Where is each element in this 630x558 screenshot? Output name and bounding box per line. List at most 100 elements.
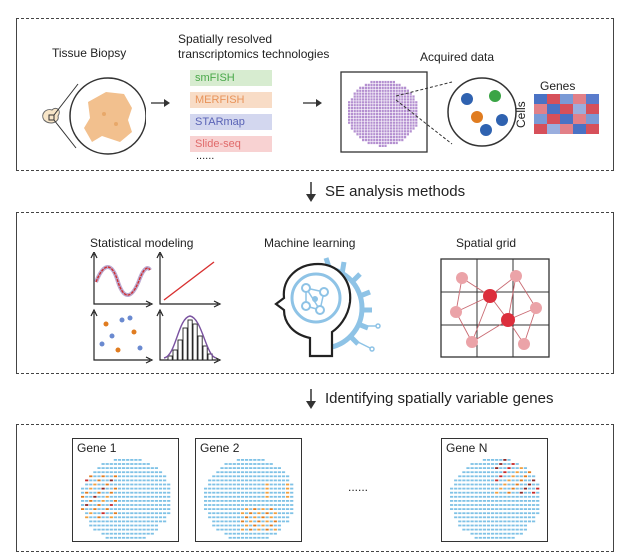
- gene-spot: [216, 479, 220, 482]
- tissue-spot: [415, 124, 418, 127]
- tissue-spot: [395, 127, 398, 130]
- gene-spot: [499, 495, 503, 498]
- gene-spot: [482, 479, 486, 482]
- gene-spot: [478, 475, 482, 478]
- gene-spot: [240, 508, 245, 510]
- tissue-spot: [356, 130, 359, 133]
- tissue-spot: [384, 112, 387, 116]
- gene-spot: [462, 524, 466, 527]
- gene-spot: [261, 491, 265, 494]
- gene-spot: [474, 475, 478, 478]
- gene-spot: [105, 512, 109, 515]
- tissue-spot: [392, 130, 395, 133]
- gene-spot: [281, 520, 286, 523]
- tissue-spot: [404, 136, 407, 139]
- gene-spot: [220, 471, 224, 474]
- gene-spot: [474, 516, 478, 519]
- gene-spot: [491, 483, 495, 486]
- tissue-spot: [401, 112, 404, 116]
- gene-spot: [257, 532, 261, 535]
- gene-spot: [163, 483, 167, 486]
- gene-spot: [109, 516, 113, 519]
- tissue-spot: [387, 124, 390, 127]
- gene-spot: [224, 467, 228, 469]
- gene-spot: [532, 508, 536, 510]
- tissue-spot: [367, 133, 370, 136]
- gene-spot: [519, 504, 523, 506]
- tech-starmap: STARmap: [190, 114, 272, 130]
- tissue-spot: [412, 104, 415, 107]
- gene-spot: [450, 487, 454, 490]
- tissue-spot: [362, 133, 365, 136]
- tissue-spot: [398, 121, 401, 124]
- gene-spot: [261, 532, 265, 535]
- gene-spot: [281, 500, 286, 502]
- gene-spot: [89, 512, 93, 515]
- tissue-spot: [364, 136, 367, 139]
- tissue-spot: [395, 104, 398, 107]
- gene-spot: [491, 516, 495, 519]
- arrow-down-icon: [306, 182, 316, 202]
- gene-spot: [232, 520, 236, 523]
- gene-spot: [281, 495, 286, 498]
- gene-spot: [158, 495, 163, 498]
- gene-spot: [486, 532, 491, 535]
- gene-spot: [236, 459, 240, 461]
- gene-spot: [253, 487, 257, 490]
- gene-spot: [515, 524, 519, 527]
- gene-spot: [454, 483, 458, 486]
- gene-spot: [257, 508, 261, 510]
- tissue-spot: [376, 115, 379, 118]
- gene-spot: [163, 512, 167, 515]
- gene-spot: [495, 491, 499, 494]
- gene-spot: [466, 508, 470, 510]
- tissue-spot: [370, 98, 373, 101]
- gene-spot: [478, 524, 482, 527]
- gene-spot: [261, 471, 265, 474]
- gene-spot: [478, 504, 482, 506]
- tissue-spot: [415, 112, 418, 116]
- gene-spot: [97, 475, 101, 478]
- gene-spot: [93, 475, 97, 478]
- tissue-spot: [392, 141, 395, 145]
- tissue-spot: [390, 109, 393, 113]
- gene-spot: [249, 508, 253, 510]
- gene-spot: [113, 483, 117, 486]
- gene-spot: [150, 487, 154, 490]
- gene-spot: [511, 508, 515, 510]
- histogram-bar: [172, 349, 178, 361]
- gene-spot: [220, 475, 224, 478]
- gene-spot: [220, 528, 224, 531]
- gene-spot: [97, 512, 101, 515]
- gene-spot: [454, 495, 458, 498]
- gene-spot: [240, 483, 245, 486]
- gene-spot: [130, 508, 134, 510]
- gene-spot: [261, 516, 265, 519]
- gene-spot: [154, 467, 158, 469]
- tissue-spot: [404, 98, 407, 101]
- gene-spot: [462, 491, 466, 494]
- gene-spot: [503, 467, 507, 469]
- gene-spot: [146, 504, 150, 506]
- gene-spot: [142, 500, 146, 502]
- gene-spot: [228, 471, 232, 474]
- tissue-spot: [378, 141, 381, 145]
- gene-spot: [499, 508, 503, 510]
- gene-spot: [224, 516, 228, 519]
- gene-spot: [486, 487, 491, 490]
- gene-spot: [532, 516, 536, 519]
- gene-spot: [458, 520, 462, 523]
- gene-spot: [495, 516, 499, 519]
- tissue-spot: [356, 107, 359, 110]
- gene-spot: [122, 508, 126, 510]
- tissue-spot: [384, 109, 387, 113]
- tissue-spot: [406, 124, 409, 127]
- gene-spot: [228, 495, 232, 498]
- gene-spot: [503, 491, 507, 494]
- gene-spot: [507, 495, 511, 498]
- gene-label: Gene 2: [200, 441, 240, 455]
- gene-spot: [253, 475, 257, 478]
- gene-spot: [122, 475, 126, 478]
- gene-spot: [150, 516, 154, 519]
- tissue-spot: [401, 127, 404, 130]
